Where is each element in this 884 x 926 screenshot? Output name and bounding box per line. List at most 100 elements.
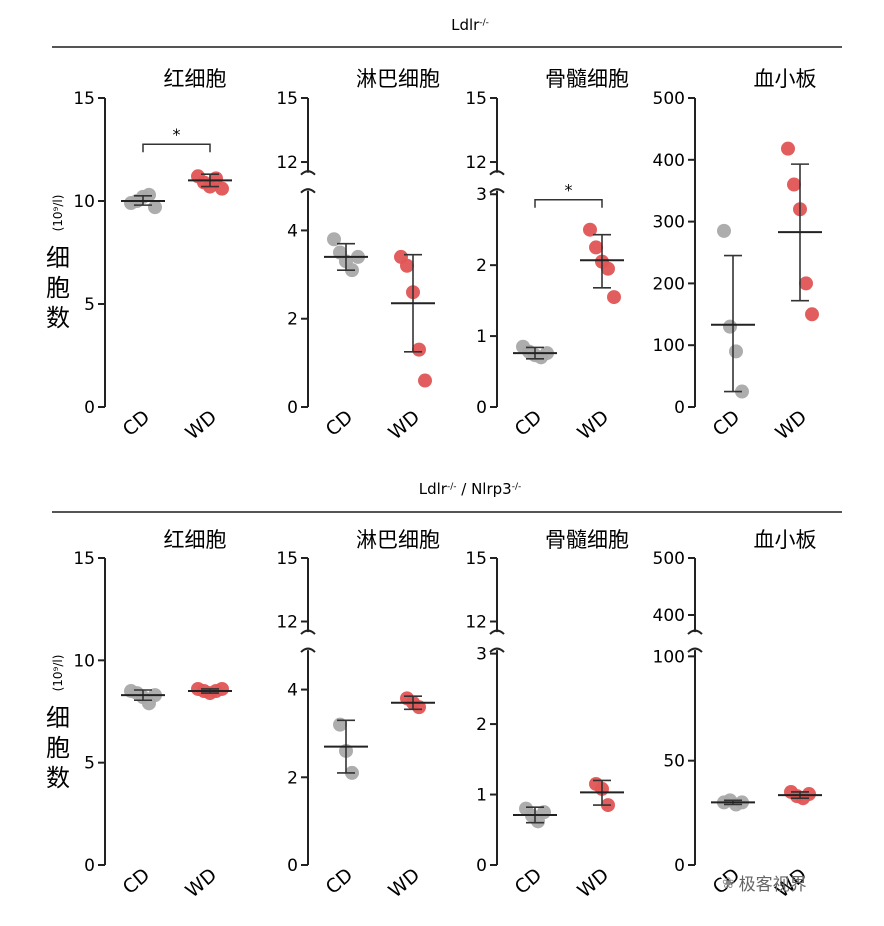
y-tick-label: 0 — [287, 856, 298, 876]
axis-break-mark — [489, 647, 505, 653]
x-tick-label: CD — [322, 864, 358, 899]
y-tick-label: 1 — [476, 786, 487, 806]
y-tick-label: 0 — [84, 856, 95, 876]
row-title: Ldlr-/- — [451, 16, 489, 34]
data-point — [607, 290, 621, 305]
y-tick-label: 2 — [476, 715, 487, 735]
axis-break-mark — [489, 629, 505, 635]
series-cd — [513, 801, 557, 829]
panel-title: 红细胞 — [164, 67, 227, 91]
y-tick-label: 10 — [73, 192, 95, 212]
panel-2: 淋巴细胞 0 2 4 12 15 CD WD — [276, 67, 440, 444]
panel-title: 淋巴细胞 — [356, 528, 440, 552]
axis-break-mark — [300, 170, 316, 176]
data-point — [805, 307, 819, 322]
significance-star: * — [173, 125, 181, 144]
y-axis-label-char: 胞 — [46, 274, 70, 302]
data-point — [215, 181, 229, 196]
axis-break-mark — [300, 629, 316, 635]
y-tick-label: 500 — [653, 89, 685, 109]
axis-break-mark — [687, 629, 703, 635]
axis-break-mark — [489, 188, 505, 194]
wechat-icon: ❀ — [722, 873, 735, 892]
y-tick-label: 15 — [465, 89, 487, 109]
row-title: Ldlr-/- / Nlrp3-/- — [419, 480, 522, 498]
series-cd — [711, 223, 755, 399]
series-wd — [391, 249, 435, 388]
axis-break-mark — [489, 170, 505, 176]
y-tick-label: 5 — [84, 295, 95, 315]
y-tick-label: 0 — [674, 856, 685, 876]
y-tick-label: 100 — [653, 647, 685, 667]
y-tick-label: 50 — [663, 752, 685, 772]
panel-title: 淋巴细胞 — [356, 67, 440, 91]
y-tick-label: 12 — [465, 613, 487, 633]
y-tick-label: 12 — [465, 153, 487, 173]
series-cd — [513, 339, 557, 365]
y-tick-label: 15 — [465, 549, 487, 569]
axis-break-mark — [300, 647, 316, 653]
data-point — [583, 222, 597, 237]
y-tick-label: 4 — [287, 681, 298, 701]
data-point — [729, 344, 743, 359]
data-point — [412, 342, 426, 357]
y-tick-label: 0 — [287, 398, 298, 418]
series-wd — [391, 691, 435, 715]
x-tick-label: WD — [771, 406, 811, 444]
y-tick-label: 1 — [476, 327, 487, 347]
panel-1: 红细胞 0 5 10 15 CD WD * — [73, 67, 232, 444]
y-axis-unit-label: (10⁹/l) — [51, 195, 65, 232]
x-tick-label: WD — [181, 864, 221, 902]
y-axis-label-char: 细 — [46, 704, 70, 732]
data-point — [717, 223, 731, 238]
panel-title: 血小板 — [754, 528, 817, 552]
y-tick-label: 15 — [73, 549, 95, 569]
y-tick-label: 200 — [653, 274, 685, 294]
significance-bracket — [142, 143, 211, 153]
series-cd — [324, 232, 368, 278]
y-tick-label: 0 — [476, 398, 487, 418]
y-tick-label: 100 — [653, 336, 685, 356]
data-point — [723, 319, 737, 334]
panel-2: 淋巴细胞 0 2 4 12 15 CD WD — [276, 528, 440, 902]
y-tick-label: 5 — [84, 754, 95, 774]
series-wd — [580, 776, 624, 813]
y-tick-label: 4 — [287, 221, 298, 241]
data-point — [781, 141, 795, 156]
y-tick-label: 0 — [476, 856, 487, 876]
data-point — [787, 177, 801, 192]
panel-1: 红细胞 0 5 10 15 CD WD — [73, 528, 232, 902]
panel-title: 红细胞 — [164, 528, 227, 552]
y-tick-label: 15 — [73, 89, 95, 109]
x-tick-label: WD — [181, 406, 221, 444]
x-tick-label: CD — [119, 406, 155, 441]
y-tick-label: 10 — [73, 651, 95, 671]
watermark-text: 极客视界 — [738, 875, 807, 895]
y-tick-label: 3 — [476, 645, 487, 665]
y-tick-label: 400 — [653, 606, 685, 626]
y-tick-label: 12 — [276, 153, 298, 173]
data-point — [142, 187, 156, 202]
panel-title: 骨髓细胞 — [545, 67, 629, 91]
y-tick-label: 3 — [476, 185, 487, 205]
y-axis-unit-label: (10⁹/l) — [51, 655, 65, 692]
panel-title: 血小板 — [754, 67, 817, 91]
y-axis-label-char: 细 — [46, 244, 70, 272]
series-wd — [778, 141, 822, 322]
y-axis-label-char: 数 — [46, 764, 70, 792]
data-point — [333, 717, 347, 732]
y-axis-label-char: 胞 — [46, 734, 70, 762]
series-cd — [121, 684, 165, 711]
y-tick-label: 15 — [276, 89, 298, 109]
x-tick-label: WD — [573, 864, 613, 902]
x-tick-label: CD — [709, 406, 745, 441]
significance-star: * — [565, 181, 573, 200]
panel-title: 骨髓细胞 — [545, 528, 629, 552]
series-wd — [580, 222, 624, 305]
y-tick-label: 12 — [276, 613, 298, 633]
data-point — [327, 232, 341, 247]
y-axis-label-char: 数 — [46, 304, 70, 332]
